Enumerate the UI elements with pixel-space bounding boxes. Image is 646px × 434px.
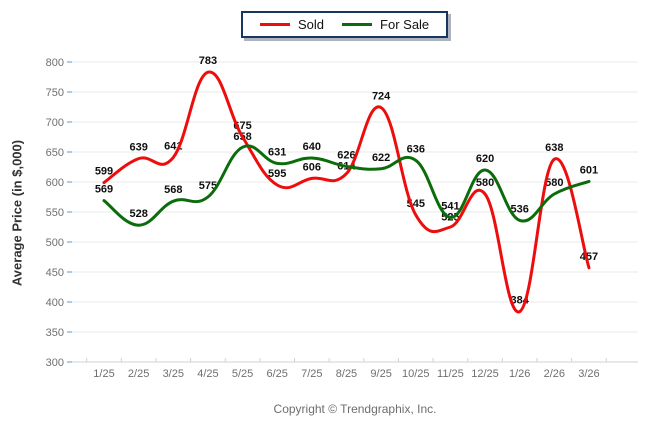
- data-label: 601: [580, 164, 598, 176]
- x-tick-label: 4/25: [197, 368, 218, 380]
- sold-line-swatch-icon: [260, 23, 290, 26]
- data-label: 536: [511, 203, 529, 215]
- y-tick-label: 300: [46, 357, 64, 369]
- y-tick-label: 600: [46, 177, 64, 189]
- data-label: 626: [337, 149, 355, 161]
- data-label: 599: [95, 166, 113, 178]
- data-label: 639: [129, 142, 147, 154]
- y-tick-label: 550: [46, 207, 64, 219]
- data-label: 622: [372, 152, 390, 164]
- x-tick-label: 1/25: [93, 368, 114, 380]
- y-tick-label: 650: [46, 147, 64, 159]
- data-label: 640: [303, 141, 321, 153]
- data-label: 541: [441, 200, 459, 212]
- data-label: 528: [129, 208, 147, 220]
- x-tick-label: 10/25: [402, 368, 430, 380]
- x-tick-label: 3/26: [578, 368, 599, 380]
- data-label: 631: [268, 146, 286, 158]
- y-tick-label: 700: [46, 117, 64, 129]
- x-tick-label: 2/26: [544, 368, 565, 380]
- data-label: 595: [268, 168, 286, 180]
- x-tick-label: 7/25: [301, 368, 322, 380]
- data-label: 636: [407, 143, 425, 155]
- x-tick-label: 5/25: [232, 368, 253, 380]
- x-tick-label: 8/25: [336, 368, 357, 380]
- y-tick-label: 750: [46, 87, 64, 99]
- chart-legend: Sold For Sale: [241, 11, 449, 38]
- for-sale-line-swatch-icon: [342, 23, 373, 26]
- sold-series-line: [102, 70, 591, 314]
- legend-label-for-sale: For Sale: [380, 17, 430, 32]
- data-label: 638: [545, 142, 563, 154]
- data-label: 724: [372, 91, 391, 103]
- legend-item-sold[interactable]: Sold: [260, 18, 324, 31]
- legend-item-for-sale[interactable]: For Sale: [342, 18, 429, 31]
- data-label: 606: [303, 161, 321, 173]
- y-tick-label: 350: [46, 327, 64, 339]
- legend-label-sold: Sold: [298, 17, 325, 32]
- y-tick-label: 450: [46, 267, 64, 279]
- data-label: 457: [580, 251, 598, 263]
- x-tick-label: 3/25: [163, 368, 184, 380]
- x-tick-label: 2/25: [128, 368, 149, 380]
- data-label: 783: [199, 55, 217, 67]
- data-label: 575: [199, 180, 217, 192]
- data-label: 620: [476, 153, 494, 165]
- x-tick-label: 1/26: [509, 368, 530, 380]
- y-tick-label: 500: [46, 237, 64, 249]
- for-sale-series-line: [102, 144, 591, 227]
- y-tick-label: 800: [46, 57, 64, 69]
- x-tick-label: 11/25: [437, 368, 464, 380]
- y-tick-label: 400: [46, 297, 64, 309]
- copyright-text: Copyright © Trendgraphix, Inc.: [273, 402, 437, 416]
- data-label: 580: [545, 177, 563, 189]
- x-tick-label: 6/25: [266, 368, 287, 380]
- data-label: 569: [95, 184, 113, 196]
- data-label: 580: [476, 177, 494, 189]
- data-label: 568: [164, 184, 182, 196]
- x-tick-label: 9/25: [370, 368, 391, 380]
- x-tick-label: 12/25: [471, 368, 499, 380]
